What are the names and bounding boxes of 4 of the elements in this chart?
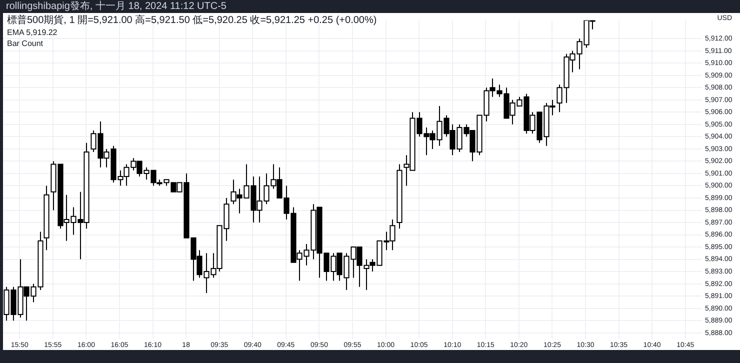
annotation: Bar Count: [7, 39, 44, 49]
annotation: 標普500期貨, 1 開=5,921.00 高=5,921.50 低=5,920.25 收=5,921.25 +0.25 (+0.00%): [7, 15, 377, 27]
annotation: EMA 5,919.22: [7, 28, 58, 38]
text: rollingshibapig發布, 十一月 18, 2024 11:12 UTC-5: [6, 1, 226, 12]
